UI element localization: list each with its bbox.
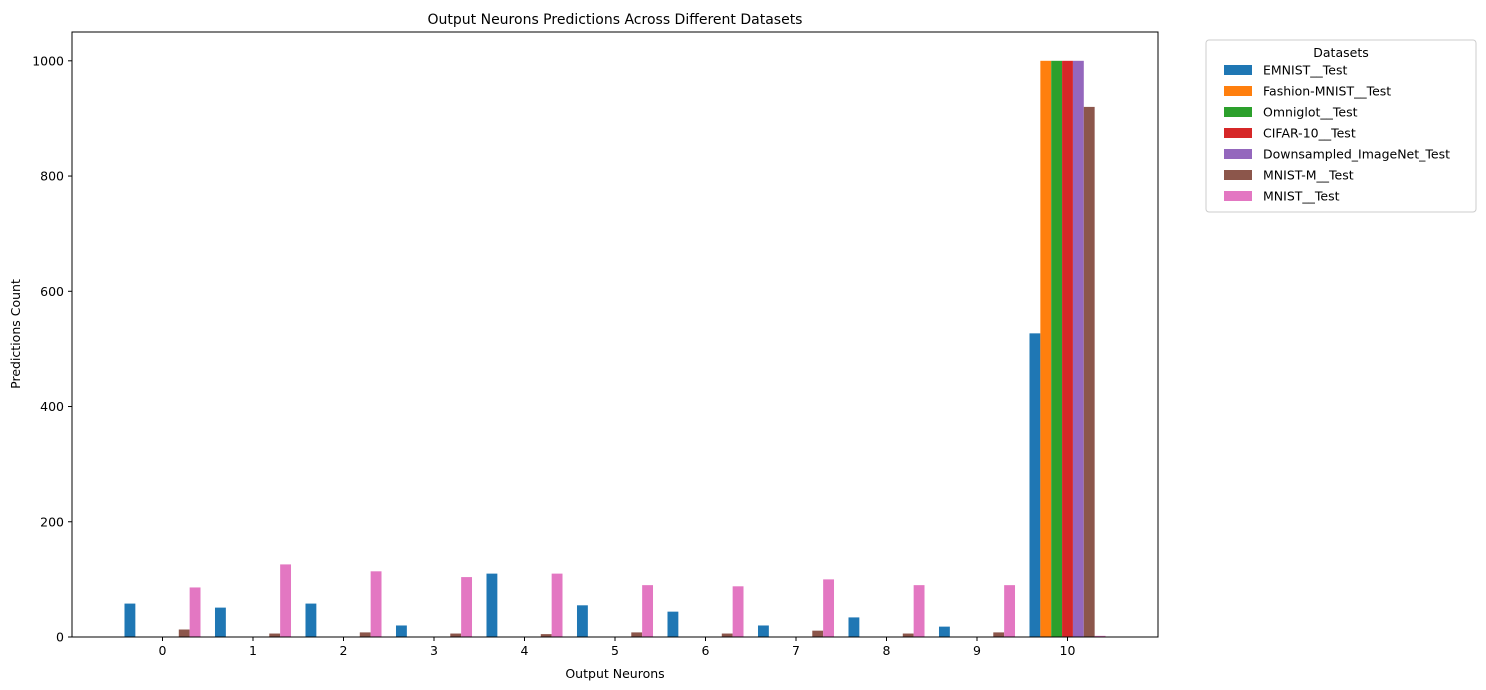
x-tick-label: 4 [521,643,529,658]
legend-swatch [1224,191,1252,201]
legend-label: MNIST-M__Test [1263,168,1354,183]
legend-swatch [1224,149,1252,159]
x-tick-label: 3 [430,643,438,658]
x-axis-ticks: 0 1 2 3 4 5 6 7 8 9 10 [159,637,1076,658]
y-axis-label: Predictions Count [8,279,23,389]
y-tick-label: 400 [40,399,64,414]
bar-fashion-mnist-test-10 [1040,60,1052,638]
bar-mnist-m-test-9 [993,632,1005,637]
bar-mnist-m-test-6 [721,633,733,637]
bar-mnist-m-test-0 [178,629,190,637]
bar-mnist-test-6 [732,586,744,637]
y-tick-label: 1000 [32,53,64,68]
bar-mnist-m-test-2 [359,632,371,637]
legend-swatch [1224,107,1252,117]
bar-cifar-10-test-10 [1062,60,1073,638]
bar-mnist-test-2 [370,571,382,637]
legend-title: Datasets [1313,45,1368,60]
bar-mnist-test-4 [551,573,563,637]
x-tick-label: 9 [973,643,981,658]
legend-label: CIFAR-10__Test [1263,126,1356,141]
y-axis-ticks: 0 200 400 600 800 1000 [32,53,72,645]
bar-emnist-test-9 [938,626,950,637]
y-tick-label: 200 [40,514,64,529]
x-tick-label: 5 [611,643,619,658]
x-tick-label: 8 [883,643,891,658]
bar-downsampled-imagenet-test-10 [1072,60,1084,638]
x-tick-label: 7 [792,643,800,658]
bar-mnist-test-0 [189,587,201,637]
bar-emnist-test-2 [305,603,317,637]
legend-swatch [1224,65,1252,75]
bar-emnist-test-5 [576,605,588,637]
bar-mnist-test-3 [461,577,473,637]
bar-mnist-m-test-10 [1083,106,1095,637]
legend-label: MNIST__Test [1263,189,1340,204]
x-tick-label: 6 [702,643,710,658]
legend-label: Downsampled_ImageNet_Test [1263,147,1450,162]
bar-mnist-test-8 [913,585,925,637]
bar-mnist-m-test-3 [450,633,462,637]
x-tick-label: 10 [1060,643,1076,658]
legend: Datasets EMNIST__Test Fashion-MNIST__Test… [1205,39,1477,213]
bar-omniglot-test-10 [1051,60,1063,638]
legend-label: Fashion-MNIST__Test [1263,84,1391,99]
x-axis-label: Output Neurons [565,666,664,681]
bar-emnist-test-4 [486,573,498,637]
bar-mnist-m-test-4 [540,634,552,637]
y-tick-label: 600 [40,284,64,299]
bar-mnist-test-5 [642,585,654,637]
bar-emnist-test-0 [124,603,136,637]
legend-swatch [1224,128,1252,138]
bar-emnist-test-1 [214,607,226,637]
x-tick-label: 2 [340,643,348,658]
plot-frame [71,31,1159,638]
bar-emnist-test-8 [848,617,860,637]
bar-emnist-test-7 [757,625,769,637]
bar-mnist-test-1 [280,564,292,637]
legend-label: Omniglot__Test [1263,105,1358,120]
bar-mnist-m-test-7 [812,630,824,637]
legend-label: EMNIST__Test [1263,63,1348,78]
bar-mnist-test-10 [1094,635,1106,637]
legend-swatch [1224,170,1252,180]
bars-group [124,60,1106,638]
x-tick-label: 0 [159,643,167,658]
bar-mnist-m-test-8 [902,633,914,637]
bar-mnist-test-9 [1004,585,1016,637]
bar-mnist-m-test-5 [631,632,643,637]
bar-emnist-test-6 [667,611,679,637]
bar-emnist-test-3 [395,625,407,637]
y-tick-label: 0 [56,630,64,645]
x-tick-label: 1 [249,643,257,658]
legend-swatch [1224,86,1252,96]
legend-items: EMNIST__Test Fashion-MNIST__Test Omniglot_… [1224,63,1450,204]
bar-emnist-test-10 [1029,333,1041,637]
chart-title: Output Neurons Predictions Across Differ… [428,12,803,28]
bar-mnist-m-test-1 [269,633,281,637]
bar-mnist-test-7 [823,579,835,637]
plot-area: 0 1 2 3 4 5 6 7 8 9 10 0 200 400 600 800 1000 [32,31,1159,658]
y-tick-label: 800 [40,169,64,184]
legend-box [1205,39,1477,213]
